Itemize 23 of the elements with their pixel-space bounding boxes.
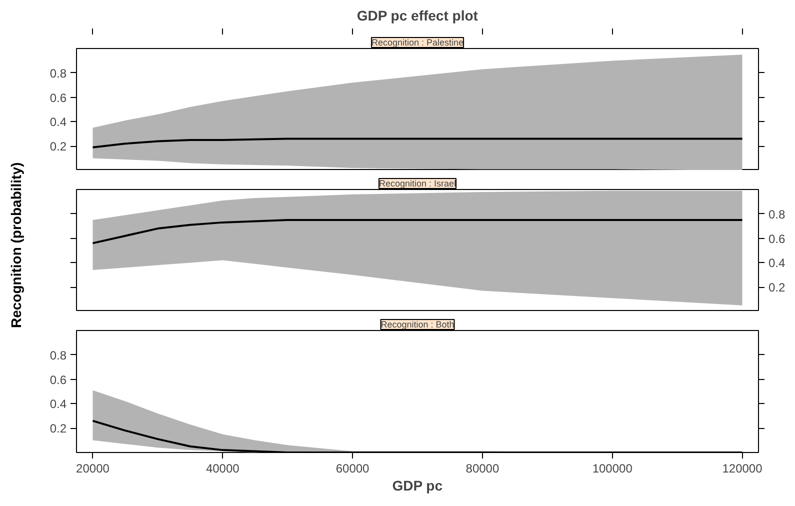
- y-tick-label: 0.8: [50, 348, 67, 362]
- chart-title: GDP pc effect plot: [356, 8, 478, 24]
- chart-subtitle: Recognition : Israel: [378, 178, 456, 188]
- y-axis-title: Recognition (probability): [7, 162, 25, 328]
- chart-subtitle: Recognition : Palestine: [371, 38, 464, 48]
- y2-tick-label: 0.4: [768, 256, 786, 270]
- x-tick-label: 40000: [206, 462, 240, 476]
- y-tick-label: 0.6: [50, 372, 67, 387]
- x-tick-label: 100000: [592, 462, 633, 476]
- y-tick-label: 0.2: [50, 422, 67, 436]
- y-tick-label: 0.4: [50, 115, 67, 130]
- y-tick-label: 0.6: [50, 90, 67, 105]
- y2-tick-label: 0.2: [768, 280, 786, 295]
- x-tick-label: 60000: [336, 462, 370, 476]
- x-tick-label: 20000: [76, 462, 110, 476]
- x-tick-label: 120000: [722, 462, 763, 476]
- y-tick-label: 0.2: [50, 140, 67, 154]
- x-tick-label: 80000: [466, 462, 500, 476]
- y2-tick-label: 0.6: [768, 232, 786, 246]
- y2-tick-label: 0.8: [768, 207, 786, 222]
- x-axis-title: GDP pc: [392, 478, 443, 494]
- y-tick-label: 0.4: [50, 397, 67, 412]
- y-tick-label: 0.8: [50, 66, 67, 80]
